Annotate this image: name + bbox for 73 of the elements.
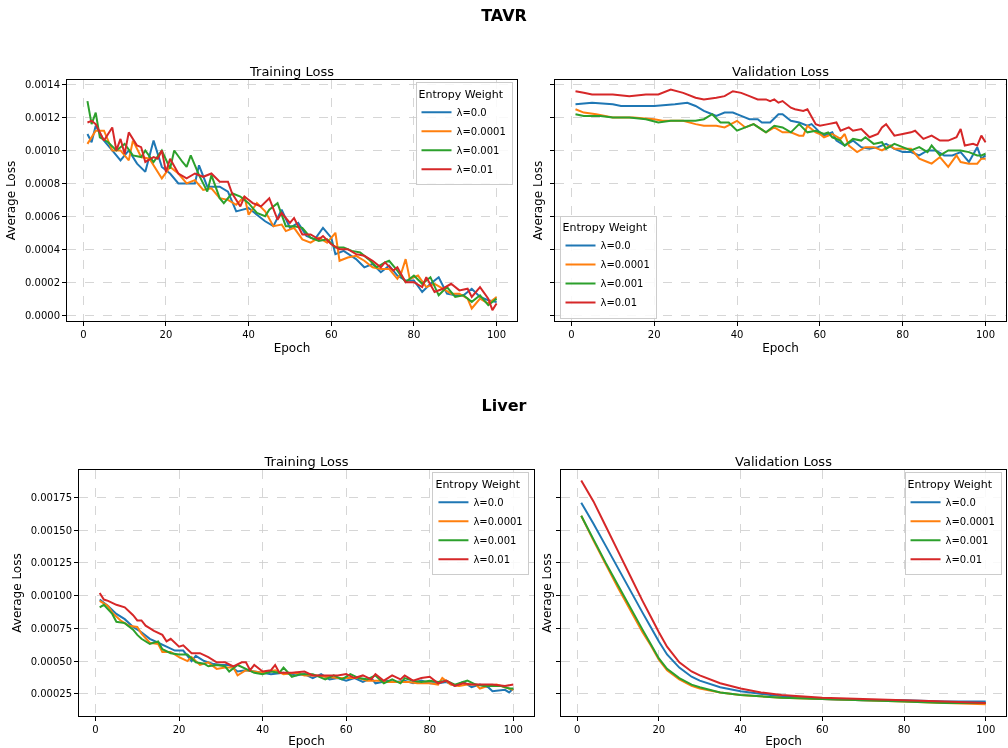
y-tick-label: 0.0010 [25,144,60,156]
legend-label: λ=0.001 [456,145,500,157]
legend-label: λ=0.0001 [600,259,650,271]
chart-title: Validation Loss [735,454,833,469]
y-tick-label: 0.0004 [25,243,60,255]
y-tick-label: 0.00150 [30,524,72,536]
y-tick-label: 0.00125 [30,557,72,569]
x-axis-title: Epoch [288,734,325,748]
legend-label: λ=0.01 [945,554,983,566]
legend-label: λ=0.001 [473,535,517,547]
legend-label: λ=0.01 [456,164,494,176]
legend-label: λ=0.0001 [473,516,523,528]
x-tick-label: 40 [242,329,255,340]
y-tick-label: 0.00075 [30,622,72,634]
x-tick-label: 20 [652,724,666,735]
y-axis-title: Average Loss [9,553,24,633]
legend-title: Entropy Weight [562,220,648,234]
legend-label: λ=0.0 [600,240,631,252]
x-tick-label: 80 [407,329,421,340]
x-tick-label: 0 [92,724,99,735]
x-tick-label: 0 [573,724,581,735]
legend-label: λ=0.01 [473,554,511,566]
y-tick-label: 0.0012 [25,112,60,124]
legend-label: λ=0.0 [945,497,976,509]
x-tick-label: 20 [647,329,661,340]
x-tick-label: 80 [896,329,910,340]
x-tick-label: 60 [339,724,353,735]
chart-title: Validation Loss [732,64,830,79]
x-tick-label: 40 [256,724,269,735]
x-tick-label: 60 [813,329,827,340]
legend-label: λ=0.001 [945,535,989,547]
text: Liver [480,396,528,415]
legend-label: λ=0.01 [600,297,638,309]
x-tick-label: 0 [80,329,87,340]
y-tick-label: 0.00050 [30,655,72,667]
legend-title: Entropy Weight [418,87,504,101]
x-tick-label: 100 [976,724,996,735]
x-tick-label: 100 [503,724,523,735]
y-tick-label: 0.00175 [30,491,72,503]
x-tick-label: 60 [324,329,338,340]
y-axis-title: Average Loss [540,553,554,633]
legend-label: λ=0.0001 [456,126,506,138]
y-axis-title: Average Loss [4,160,19,241]
legend-label: λ=0.0 [473,497,504,509]
y-tick-label: 0.0002 [25,276,60,288]
y-tick-label: 0.0000 [25,309,60,321]
x-tick-label: 0 [568,329,575,340]
x-tick-label: 20 [159,329,173,340]
legend-label: λ=0.0 [456,107,487,119]
y-tick-label: 0.0008 [25,177,60,189]
x-tick-label: 100 [487,329,507,340]
chart-title: Training Loss [263,454,349,469]
legend-label: λ=0.001 [600,278,644,290]
x-tick-label: 80 [897,724,911,735]
x-tick-label: 40 [730,329,744,340]
y-tick-label: 0.00025 [30,688,72,700]
x-axis-title: Epoch [273,340,311,355]
text: TAVR [480,6,528,25]
x-tick-label: 100 [975,329,996,340]
x-axis-title: Epoch [765,734,802,748]
legend-title: Entropy Weight [435,477,521,491]
x-tick-label: 60 [815,724,829,735]
y-tick-label: 0.0006 [25,210,60,222]
x-tick-label: 40 [734,724,747,735]
x-tick-label: 80 [423,724,437,735]
x-tick-label: 20 [172,724,186,735]
legend-label: λ=0.0001 [945,516,995,528]
x-axis-title: Epoch [762,340,799,355]
y-tick-label: 0.0014 [25,79,60,91]
y-tick-label: 0.00100 [30,590,72,602]
chart-title: Training Loss [249,64,335,79]
y-axis-title: Average Loss [531,160,546,241]
legend-title: Entropy Weight [907,477,993,491]
